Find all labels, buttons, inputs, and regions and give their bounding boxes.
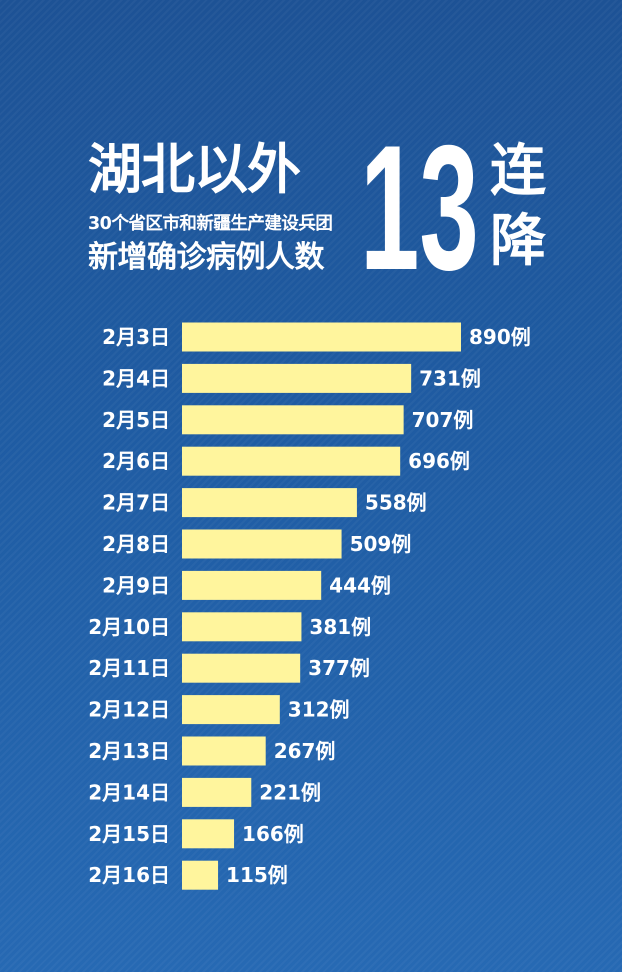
category-label: 2月7日 (102, 491, 170, 515)
category-label: 2月3日 (102, 325, 170, 349)
value-label: 509例 (350, 532, 412, 556)
value-label: 890例 (469, 325, 531, 349)
category-label: 2月8日 (102, 532, 170, 556)
value-label: 267例 (274, 739, 336, 763)
value-label: 707例 (412, 408, 474, 432)
category-label: 2月12日 (88, 698, 170, 722)
title-line1: 湖北以外 (88, 138, 301, 201)
bar (182, 363, 412, 393)
category-label: 2月14日 (88, 780, 170, 804)
bar (182, 529, 342, 559)
category-label: 2月11日 (88, 656, 170, 680)
value-label: 377例 (308, 656, 370, 680)
subtitle: 30个省区市和新疆生产建设兵团 (88, 214, 333, 234)
bar (182, 612, 302, 642)
title-line2: 新增确诊病例人数 (88, 240, 325, 275)
bar (182, 405, 404, 435)
value-label: 558例 (365, 491, 427, 515)
category-label: 2月6日 (102, 449, 170, 473)
value-label: 731例 (419, 366, 481, 390)
highlight-char-2: 降 (490, 209, 546, 274)
bar (182, 860, 219, 890)
category-label: 2月13日 (88, 739, 170, 763)
bar (182, 819, 235, 849)
bar (182, 446, 401, 476)
category-label: 2月5日 (102, 408, 170, 432)
bar (182, 570, 322, 600)
category-label: 2月15日 (88, 822, 170, 846)
highlight-number: 13 (360, 108, 479, 307)
bar (182, 736, 266, 766)
bar (182, 695, 280, 725)
value-label: 312例 (288, 698, 350, 722)
bar (182, 777, 252, 807)
value-label: 115例 (226, 863, 288, 887)
value-label: 381例 (309, 615, 371, 639)
category-label: 2月9日 (102, 573, 170, 597)
bar (182, 488, 357, 518)
bar (182, 653, 301, 683)
category-label: 2月4日 (102, 366, 170, 390)
category-label: 2月16日 (88, 863, 170, 887)
value-label: 444例 (329, 573, 391, 597)
value-label: 166例 (242, 822, 304, 846)
value-label: 696例 (408, 449, 470, 473)
value-label: 221例 (259, 780, 321, 804)
highlight-char-1: 连 (490, 139, 546, 204)
bar (182, 322, 461, 352)
category-label: 2月10日 (88, 615, 170, 639)
